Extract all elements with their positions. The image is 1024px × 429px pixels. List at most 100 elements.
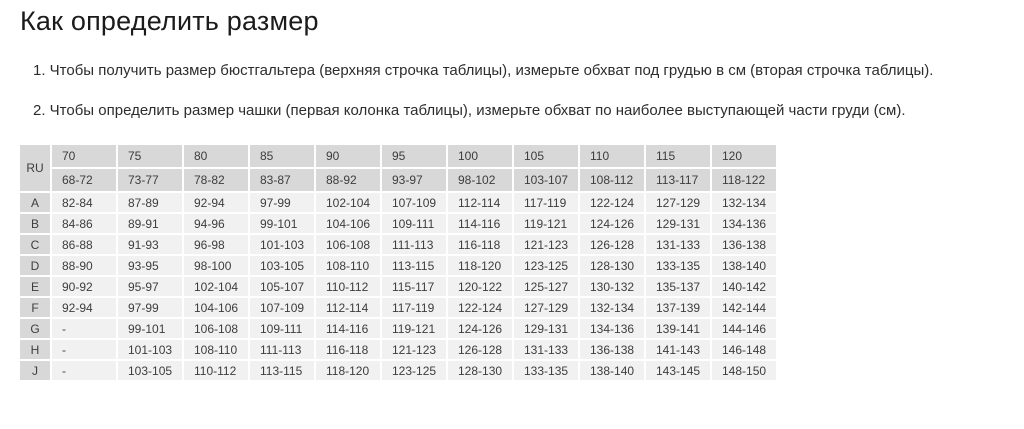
- bust-range-cell: 105-107: [250, 277, 314, 296]
- bust-range-cell: 102-104: [316, 193, 380, 212]
- bust-range-cell: 90-92: [52, 277, 116, 296]
- bust-range-cell: 97-99: [250, 193, 314, 212]
- bust-range-cell: 99-101: [118, 319, 182, 338]
- bust-range-cell: 82-84: [52, 193, 116, 212]
- bust-range-cell: 112-114: [316, 298, 380, 317]
- cup-row-J: J -103-105 110-112 113-115 118-120 123-125 128…: [20, 361, 776, 380]
- underbust-range-cell: 73-77: [118, 169, 182, 191]
- bust-range-cell: 118-120: [316, 361, 380, 380]
- bust-range-cell: 104-106: [184, 298, 248, 317]
- bust-range-cell: 120-122: [448, 277, 512, 296]
- bust-range-cell: 86-88: [52, 235, 116, 254]
- bust-range-cell: 122-124: [448, 298, 512, 317]
- cup-label-cell: D: [20, 256, 50, 275]
- band-size-cell: 75: [118, 145, 182, 167]
- bust-range-cell: 136-138: [712, 235, 776, 254]
- bust-range-cell: 144-146: [712, 319, 776, 338]
- bust-range-cell: 109-111: [382, 214, 446, 233]
- cup-row-G: G -99-101 106-108 109-111 114-116 119-121 124-…: [20, 319, 776, 338]
- cup-label-cell: F: [20, 298, 50, 317]
- bust-range-cell: 113-115: [250, 361, 314, 380]
- bust-range-cell: 97-99: [118, 298, 182, 317]
- underbust-range-cell: 98-102: [448, 169, 512, 191]
- bust-range-cell: 87-89: [118, 193, 182, 212]
- bust-range-cell: 139-141: [646, 319, 710, 338]
- bust-range-cell: 88-90: [52, 256, 116, 275]
- bust-range-cell: 116-118: [448, 235, 512, 254]
- bust-range-cell: 138-140: [712, 256, 776, 275]
- bust-range-cell: 110-112: [184, 361, 248, 380]
- page-title: Как определить размер: [20, 6, 319, 36]
- cup-label-cell: H: [20, 340, 50, 359]
- bust-range-cell: 98-100: [184, 256, 248, 275]
- bust-range-cell: 103-105: [118, 361, 182, 380]
- underbust-range-cell: 68-72: [52, 169, 116, 191]
- bust-range-cell: 121-123: [514, 235, 578, 254]
- bust-range-cell: 137-139: [646, 298, 710, 317]
- bust-range-cell: 121-123: [382, 340, 446, 359]
- bust-range-cell: 89-91: [118, 214, 182, 233]
- bust-range-cell: 99-101: [250, 214, 314, 233]
- cup-row-B: B 84-86 89-91 94-96 99-101 104-106 109-111 114-…: [20, 214, 776, 233]
- bust-range-cell: 126-128: [580, 235, 644, 254]
- size-guide-page: Как определить размер 1. Чтобы получить …: [20, 6, 933, 380]
- bust-range-cell: 128-130: [580, 256, 644, 275]
- underbust-range-cell: 103-107: [514, 169, 578, 191]
- underbust-range-cell: 113-117: [646, 169, 710, 191]
- bust-range-cell: 141-143: [646, 340, 710, 359]
- underbust-range-cell: 88-92: [316, 169, 380, 191]
- bust-range-cell: 92-94: [52, 298, 116, 317]
- cup-row-D: D 88-90 93-95 98-100 103-105 108-110 113-115 11…: [20, 256, 776, 275]
- bust-range-cell: 127-129: [646, 193, 710, 212]
- cup-label-cell: C: [20, 235, 50, 254]
- bust-range-cell: 115-117: [382, 277, 446, 296]
- bust-range-cell: 146-148: [712, 340, 776, 359]
- size-table-body: A 82-84 87-89 92-94 97-99 102-104 107-109 112-1…: [20, 193, 776, 380]
- bust-range-cell: 132-134: [580, 298, 644, 317]
- corner-label-ru: RU: [20, 145, 50, 191]
- bust-range-cell: 84-86: [52, 214, 116, 233]
- cup-label-cell: E: [20, 277, 50, 296]
- bust-range-cell: -: [52, 340, 116, 359]
- underbust-range-row: 68-72 73-77 78-82 83-87 88-92 93-97 98-102 103-…: [20, 169, 776, 191]
- band-size-row: RU 70 75 80 85 90 95 100 105 110 115 120: [20, 145, 776, 191]
- bust-range-cell: 111-113: [250, 340, 314, 359]
- cup-row-E: E 90-92 95-97 102-104 105-107 110-112 115-117 1…: [20, 277, 776, 296]
- band-size-cell: 105: [514, 145, 578, 167]
- bust-range-cell: 148-150: [712, 361, 776, 380]
- bust-range-cell: 94-96: [184, 214, 248, 233]
- cup-row-F: F 92-94 97-99 104-106 107-109 112-114 117-119 1…: [20, 298, 776, 317]
- bust-range-cell: 123-125: [514, 256, 578, 275]
- bust-range-cell: 92-94: [184, 193, 248, 212]
- band-size-cell: 80: [184, 145, 248, 167]
- bust-range-cell: 108-110: [184, 340, 248, 359]
- bust-range-cell: 123-125: [382, 361, 446, 380]
- cup-label-cell: G: [20, 319, 50, 338]
- bust-range-cell: 129-131: [514, 319, 578, 338]
- bust-range-cell: 108-110: [316, 256, 380, 275]
- bust-range-cell: -: [52, 319, 116, 338]
- bust-range-cell: 91-93: [118, 235, 182, 254]
- cup-label-cell: B: [20, 214, 50, 233]
- bust-range-cell: 117-119: [514, 193, 578, 212]
- bust-range-cell: 111-113: [382, 235, 446, 254]
- bust-range-cell: 134-136: [580, 319, 644, 338]
- band-size-cell: 95: [382, 145, 446, 167]
- bust-range-cell: 131-133: [646, 235, 710, 254]
- bust-range-cell: 128-130: [448, 361, 512, 380]
- cup-row-C: C 86-88 91-93 96-98 101-103 106-108 111-113 116…: [20, 235, 776, 254]
- bust-range-cell: 101-103: [118, 340, 182, 359]
- bust-range-cell: 95-97: [118, 277, 182, 296]
- bust-range-cell: 110-112: [316, 277, 380, 296]
- bust-range-cell: 102-104: [184, 277, 248, 296]
- bust-range-cell: 131-133: [514, 340, 578, 359]
- bust-range-cell: 114-116: [316, 319, 380, 338]
- band-size-cell: 90: [316, 145, 380, 167]
- instruction-item: 2. Чтобы определить размер чашки (первая…: [33, 102, 906, 119]
- bust-range-cell: 106-108: [184, 319, 248, 338]
- underbust-range-cell: 108-112: [580, 169, 644, 191]
- bust-range-cell: 103-105: [250, 256, 314, 275]
- bust-range-cell: 113-115: [382, 256, 446, 275]
- bust-range-cell: 126-128: [448, 340, 512, 359]
- band-size-cell: 120: [712, 145, 776, 167]
